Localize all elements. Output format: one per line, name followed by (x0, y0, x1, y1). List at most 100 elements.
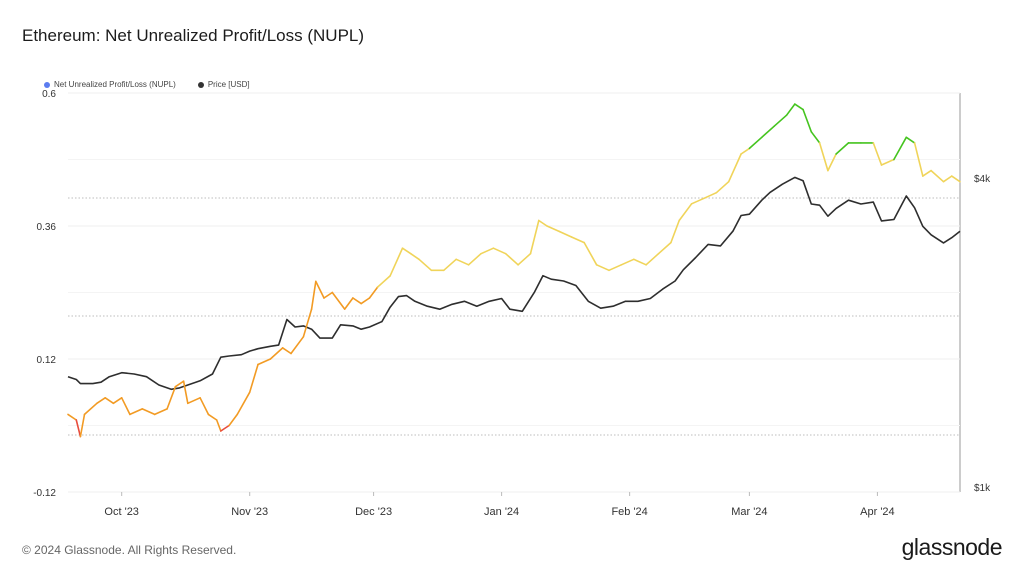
nupl-series-segment (96, 396, 106, 405)
nupl-series-segment (558, 230, 573, 238)
x-tick-label: Feb '24 (611, 506, 647, 518)
nupl-series-segment (104, 396, 115, 405)
y-tick-label-right: $1k (974, 483, 991, 494)
nupl-series-segment (83, 402, 98, 416)
nupl-series-segment (678, 203, 693, 222)
legend-item-price[interactable]: Price [USD] (197, 80, 250, 89)
nupl-series-segment (703, 191, 718, 200)
nupl-series-segment (236, 391, 251, 416)
nupl-series-segment (632, 258, 647, 266)
nupl-series-segment (207, 413, 218, 421)
nupl-series-segment (314, 280, 325, 299)
nupl-series-segment (835, 142, 850, 155)
nupl-series-segment (802, 108, 813, 133)
nupl-series-segment (389, 247, 404, 277)
nupl-series-segment (492, 247, 507, 255)
legend: Net Unrealized Profit/Loss (NUPL) Price … (44, 80, 250, 89)
nupl-series-segment (529, 219, 540, 255)
nupl-series-segment (360, 297, 371, 305)
nupl-series-segment (620, 258, 635, 266)
nupl-series-segment (368, 286, 379, 299)
nupl-series-segment (455, 258, 470, 266)
y-tick-label-left: -0.12 (33, 488, 56, 499)
nupl-series-segment (215, 419, 222, 432)
nupl-series-segment (930, 169, 945, 183)
nupl-series-segment (645, 252, 660, 266)
copyright-text: © 2024 Glassnode. All Rights Reserved. (22, 543, 237, 557)
nupl-series-segment (583, 241, 598, 266)
nupl-series-segment (504, 252, 519, 266)
nupl-series-segment (715, 180, 730, 194)
nupl-series-segment (467, 252, 482, 266)
x-tick-label: Oct '23 (104, 506, 139, 518)
nupl-series-segment (67, 413, 78, 421)
nupl-series-segment (810, 131, 821, 144)
nupl-series-segment (281, 347, 292, 355)
x-tick-label: Dec '23 (355, 506, 392, 518)
nupl-series-segment (418, 258, 433, 272)
y-tick-label-right: $4k (974, 174, 991, 185)
nupl-series-segment (727, 153, 742, 183)
nupl-series-segment (352, 297, 363, 305)
nupl-series-segment (199, 396, 210, 416)
glassnode-logo[interactable]: glassnode (901, 534, 1003, 560)
nupl-series-segment (595, 263, 610, 272)
nupl-series-segment (401, 247, 412, 255)
nupl-series-segment (740, 147, 751, 155)
x-tick-label: Jan '24 (484, 506, 519, 518)
nupl-series-segment (670, 219, 681, 244)
nupl-series-segment (950, 175, 961, 183)
nupl-series-segment (442, 258, 458, 272)
nupl-series-segment (905, 136, 916, 144)
x-tick-label: Nov '23 (231, 506, 268, 518)
nupl-series-segment (153, 408, 168, 416)
nupl-series-segment (129, 408, 144, 416)
nupl-series-segment (248, 363, 259, 394)
legend-label-price: Price [USD] (207, 80, 250, 89)
nupl-series-segment (570, 236, 586, 244)
nupl-series-segment (773, 114, 788, 127)
nupl-series-segment (376, 275, 391, 288)
y-tick-label-left: 0.12 (37, 355, 57, 366)
nupl-series-segment (748, 136, 763, 150)
nupl-series-segment (257, 358, 272, 366)
price-series-line (67, 176, 961, 391)
nupl-series-segment (220, 424, 230, 432)
nupl-series-segment (942, 175, 953, 183)
legend-dot-nupl (44, 81, 50, 88)
legend-label-nupl: Net Unrealized Profit/Loss (NUPL) (54, 80, 176, 89)
nupl-series-segment (187, 396, 201, 405)
nupl-series-segment (302, 308, 313, 338)
nupl-series-segment (657, 241, 672, 255)
nupl-series-segment (228, 413, 239, 427)
nupl-series-segment (827, 153, 837, 172)
nupl-series-segment (921, 169, 932, 177)
nupl-series-segment (182, 380, 189, 405)
nupl-series-segment (818, 142, 829, 172)
nupl-series-segment (913, 142, 924, 177)
nupl-series-segment (141, 408, 156, 416)
y-tick-label-left: 0.36 (37, 222, 57, 233)
nupl-series-segment (323, 291, 334, 299)
nupl-series-segment (269, 347, 284, 360)
nupl-series-segment (760, 125, 776, 139)
nupl-series-segment (480, 247, 495, 255)
nupl-series-segment (608, 263, 623, 272)
nupl-series-segment (409, 252, 420, 261)
nupl-series-segment (893, 136, 908, 161)
nupl-series-segment (546, 225, 561, 233)
y-tick-label-left: 0.6 (42, 89, 56, 100)
nupl-series-segment (120, 396, 131, 416)
nupl-series-segment (690, 197, 705, 205)
nupl-series-segment (290, 335, 305, 355)
nupl-series-segment (166, 385, 177, 410)
x-tick-label: Apr '24 (860, 506, 895, 518)
nupl-series-segment (174, 380, 185, 388)
legend-item-nupl[interactable]: Net Unrealized Profit/Loss (NUPL) (44, 80, 176, 89)
nupl-series-segment (517, 252, 532, 266)
nupl-series-segment (343, 297, 354, 310)
nupl-series-segment (79, 413, 86, 438)
nupl-series-segment (793, 103, 804, 111)
legend-dot-price (197, 81, 204, 88)
